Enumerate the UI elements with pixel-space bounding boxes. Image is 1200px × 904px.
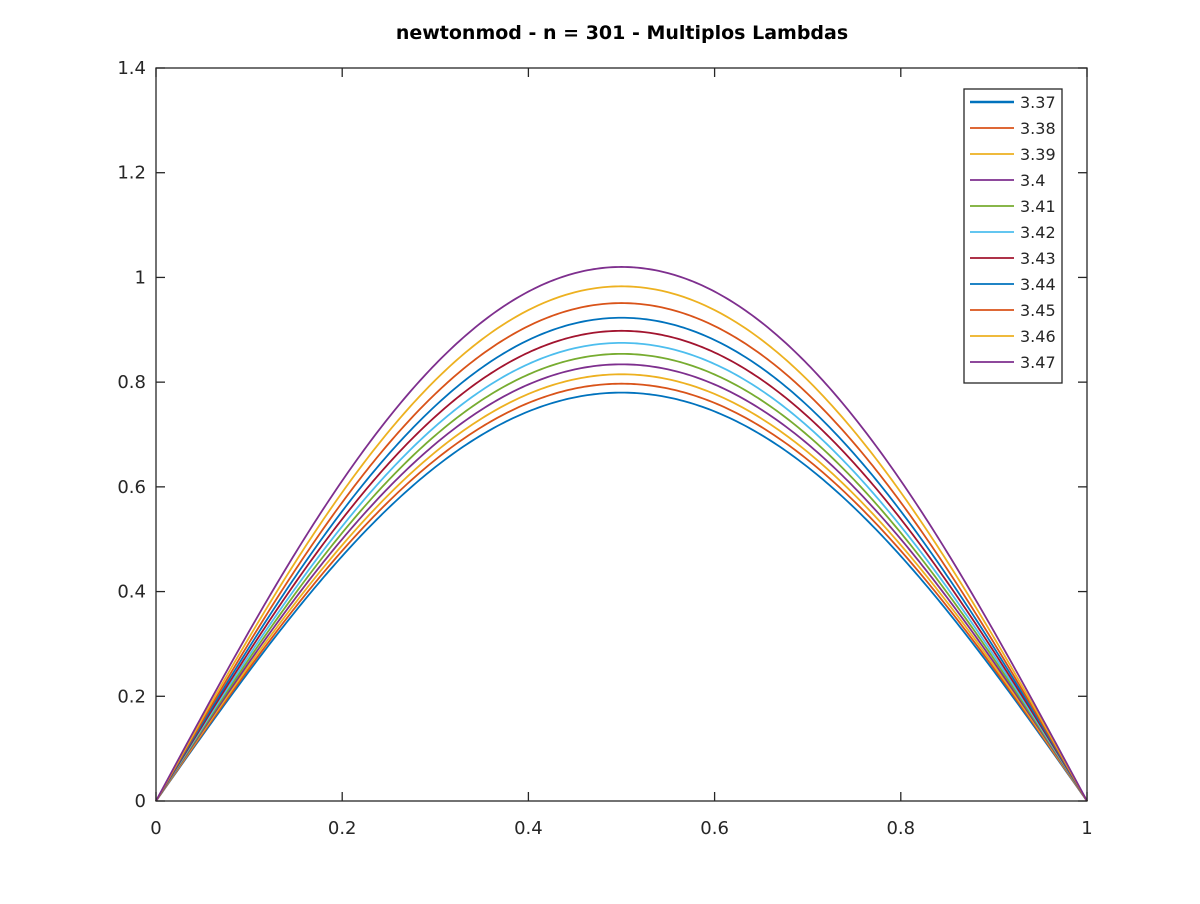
- plot-background: [156, 68, 1087, 801]
- axes-box: [155, 67, 1088, 802]
- series-line-3-42: [155, 341, 1088, 802]
- legend-label: 3.43: [1020, 249, 1056, 268]
- x-tick-label: 1: [1081, 818, 1092, 839]
- y-tick-label: 1.2: [117, 163, 146, 184]
- y-tick-label: 0: [135, 791, 146, 812]
- y-tick-label: 0.8: [117, 372, 146, 393]
- series-line-3-46: [155, 285, 1088, 802]
- x-tick-label: 0.8: [886, 818, 915, 839]
- series-line-3-39: [155, 373, 1088, 802]
- series-line-3-43: [155, 329, 1088, 802]
- legend-label: 3.47: [1020, 353, 1056, 372]
- plot-area: [156, 68, 1087, 801]
- legend-label: 3.38: [1020, 119, 1056, 138]
- series-line-3-37: [155, 391, 1088, 802]
- legend-label: 3.4: [1020, 171, 1045, 190]
- legend-label: 3.37: [1020, 93, 1056, 112]
- x-tick-label: 0.2: [328, 818, 357, 839]
- series-line-3-45: [155, 302, 1088, 802]
- legend-label: 3.46: [1020, 327, 1056, 346]
- legend-box: [963, 88, 1063, 384]
- legend-label: 3.42: [1020, 223, 1056, 242]
- series-line-3-47: [155, 266, 1088, 802]
- y-tick-label: 1: [135, 267, 146, 288]
- legend-label: 3.45: [1020, 301, 1056, 320]
- y-tick-label: 0.4: [117, 582, 146, 603]
- legend: 3.37 3.38 3.39 3.4 3.41 3.42 3.43 3.44 3.45 3.46 3…: [963, 88, 1063, 384]
- y-tick-label: 0.2: [117, 686, 146, 707]
- x-tick-label: 0.6: [700, 818, 729, 839]
- series-line-3-4: [155, 363, 1088, 802]
- x-tick-label: 0.4: [514, 818, 543, 839]
- legend-label: 3.41: [1020, 197, 1056, 216]
- legend-label: 3.44: [1020, 275, 1056, 294]
- series-group: [155, 266, 1088, 802]
- series-line-3-44: [155, 316, 1088, 802]
- series-line-3-41: [155, 352, 1088, 802]
- axes-group: 0 0.2 0.4 0.6 0.8 1 0 0.2 0.4 0.6 0.8 1 1.2 1.4: [117, 58, 1092, 839]
- series-line-3-38: [155, 382, 1088, 802]
- x-tick-label: 0: [150, 818, 161, 839]
- legend-label: 3.39: [1020, 145, 1056, 164]
- y-tick-label: 0.6: [117, 477, 146, 498]
- y-tick-label: 1.4: [117, 58, 146, 79]
- chart-title: newtonmod - n = 301 - Multiplos Lambdas: [396, 22, 848, 44]
